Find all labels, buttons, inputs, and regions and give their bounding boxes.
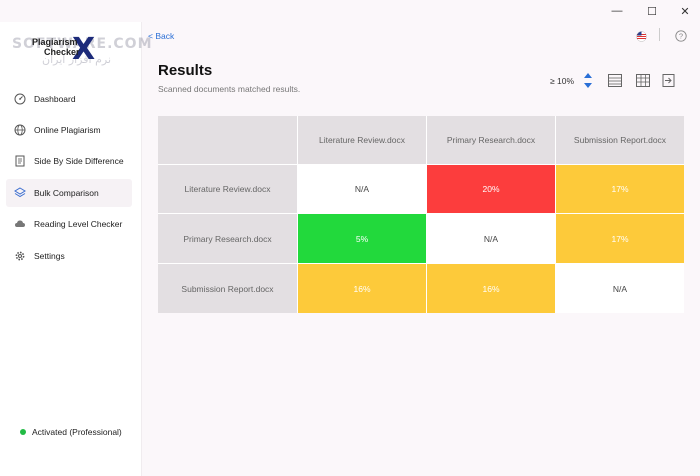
threshold-value: ≥ 10% [550, 76, 575, 86]
minimize-button[interactable]: — [611, 5, 623, 17]
svg-text:?: ? [679, 32, 683, 41]
list-view-icon[interactable] [608, 74, 622, 87]
stepper-down-arrow [584, 83, 592, 88]
page-title: Results [158, 62, 213, 79]
sidebar-item-label: Settings [34, 251, 65, 261]
comparison-matrix: Literature Review.docx Primary Research.… [158, 116, 684, 313]
column-header: Submission Report.docx [556, 116, 684, 164]
column-header: Primary Research.docx [427, 116, 555, 164]
help-icon[interactable]: ? [675, 29, 687, 47]
dashboard-icon [14, 93, 26, 105]
logo-text-line2: Checker [44, 47, 80, 57]
result-cell[interactable]: 16% [427, 264, 555, 313]
result-cell: N/A [427, 214, 555, 263]
sidebar-item-label: Reading Level Checker [34, 219, 123, 229]
sidebar-item-bulk-comparison[interactable]: Bulk Comparison [6, 179, 132, 207]
title-bar: — ☐ ✕ [0, 0, 700, 22]
result-cell[interactable]: 5% [298, 214, 426, 263]
app-logo: SOFTWARE.COM نرم افزار ایران X Plagiaris… [12, 32, 152, 76]
watermark-text: SOFTWARE.COM [12, 36, 153, 52]
column-header: Literature Review.docx [298, 116, 426, 164]
export-icon[interactable] [662, 74, 676, 87]
us-flag-icon[interactable] [636, 29, 647, 47]
page-subtitle: Scanned documents matched results. [158, 84, 301, 94]
sidebar: SOFTWARE.COM نرم افزار ایران X Plagiaris… [0, 22, 152, 476]
layers-icon [14, 187, 26, 199]
sidebar-item-side-by-side[interactable]: Side By Side Difference [6, 147, 132, 175]
maximize-button[interactable]: ☐ [647, 5, 657, 18]
matrix-corner [158, 116, 297, 164]
status-dot [20, 429, 26, 435]
sidebar-item-label: Dashboard [34, 94, 76, 104]
stepper-up-arrow [584, 73, 592, 78]
watermark-text-farsi: نرم افزار ایران [42, 53, 112, 66]
grid-view-icon[interactable] [636, 74, 650, 87]
row-header: Submission Report.docx [158, 264, 297, 313]
result-cell: N/A [298, 165, 426, 213]
sidebar-item-label: Side By Side Difference [34, 156, 124, 166]
document-icon [14, 155, 26, 167]
result-cell: N/A [556, 264, 684, 313]
cloud-icon [14, 218, 26, 230]
back-link[interactable]: < Back [148, 31, 175, 41]
row-header: Literature Review.docx [158, 165, 297, 213]
result-cell[interactable]: 20% [427, 165, 555, 213]
globe-icon [14, 124, 26, 136]
sidebar-item-online-plagiarism[interactable]: Online Plagiarism [6, 116, 132, 144]
close-button[interactable]: ✕ [680, 5, 690, 18]
logo-text-line1: Plagiarism [32, 37, 78, 47]
result-cell[interactable]: 16% [298, 264, 426, 313]
row-header: Primary Research.docx [158, 214, 297, 263]
activation-status: Activated (Professional) [20, 427, 122, 437]
sidebar-item-label: Bulk Comparison [34, 188, 99, 198]
gear-icon [14, 250, 26, 262]
sidebar-item-dashboard[interactable]: Dashboard [6, 85, 132, 113]
threshold-stepper[interactable] [583, 72, 593, 90]
logo-mark: X [72, 32, 96, 67]
sidebar-item-label: Online Plagiarism [34, 125, 101, 135]
header-divider [659, 28, 660, 41]
sidebar-item-reading-level[interactable]: Reading Level Checker [6, 210, 132, 238]
result-cell[interactable]: 17% [556, 214, 684, 263]
status-text: Activated (Professional) [32, 427, 122, 437]
result-cell[interactable]: 17% [556, 165, 684, 213]
sidebar-item-settings[interactable]: Settings [6, 242, 132, 270]
